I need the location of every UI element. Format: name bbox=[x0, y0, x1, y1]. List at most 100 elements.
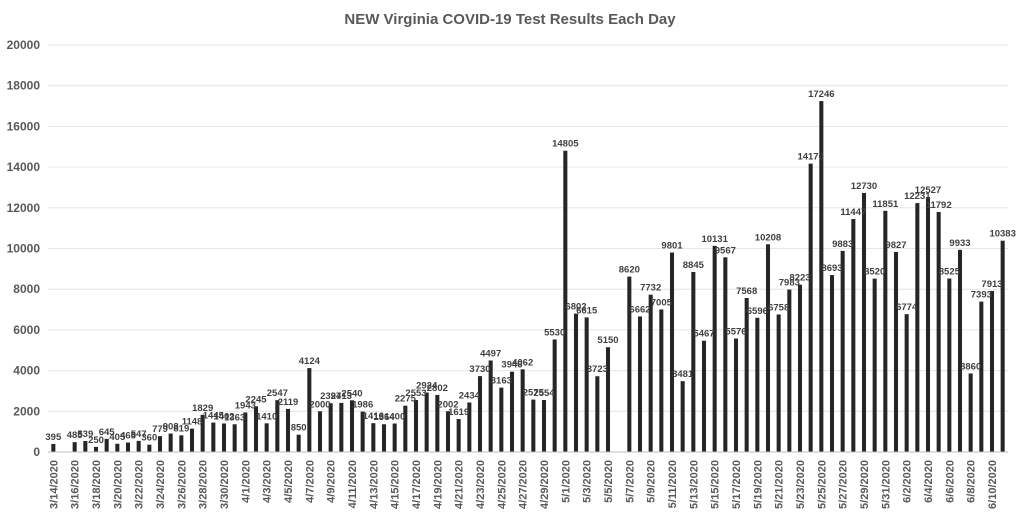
y-tick-label: 6000 bbox=[13, 323, 40, 337]
bar bbox=[168, 433, 173, 452]
x-tick-label: 6/10/2020 bbox=[987, 460, 999, 509]
bar bbox=[893, 252, 899, 452]
data-label: 3730 bbox=[469, 364, 490, 375]
data-label: 1364 bbox=[373, 412, 395, 423]
x-tick-label: 5/9/2020 bbox=[646, 460, 658, 503]
bar bbox=[328, 403, 333, 452]
x-tick-label: 4/27/2020 bbox=[518, 460, 530, 509]
data-label: 6774 bbox=[896, 302, 918, 313]
bar bbox=[691, 272, 696, 452]
data-label: 2924 bbox=[416, 380, 438, 391]
data-label: 11792 bbox=[926, 200, 952, 211]
x-tick-label: 5/5/2020 bbox=[603, 460, 615, 503]
data-label: 3481 bbox=[672, 369, 694, 380]
bar bbox=[552, 339, 557, 452]
x-tick-label: 3/26/2020 bbox=[176, 460, 188, 509]
bar bbox=[755, 317, 760, 452]
x-tick-label: 3/28/2020 bbox=[198, 460, 210, 509]
x-tick-label: 3/22/2020 bbox=[134, 460, 146, 509]
bar bbox=[712, 245, 717, 452]
bar bbox=[520, 369, 525, 452]
bar bbox=[275, 400, 280, 452]
x-tick-label: 4/9/2020 bbox=[326, 460, 338, 503]
data-label: 908 bbox=[163, 422, 179, 433]
x-tick-label: 5/19/2020 bbox=[752, 460, 764, 509]
bar bbox=[925, 197, 931, 452]
data-label: 2575 bbox=[523, 388, 545, 399]
x-tick-label: 5/29/2020 bbox=[859, 460, 871, 509]
data-label: 4497 bbox=[480, 348, 501, 359]
data-label: 8223 bbox=[789, 273, 810, 284]
data-label: 645 bbox=[99, 427, 116, 438]
data-label: 8845 bbox=[683, 260, 705, 271]
y-tick-label: 0 bbox=[33, 445, 40, 459]
data-label: 2000 bbox=[309, 399, 330, 410]
data-label: 360 bbox=[141, 433, 157, 444]
bar bbox=[51, 443, 56, 452]
y-tick-label: 10000 bbox=[7, 242, 41, 256]
data-label: 1829 bbox=[192, 403, 213, 414]
bar bbox=[317, 411, 323, 452]
bar bbox=[776, 314, 781, 452]
x-tick-label: 4/29/2020 bbox=[539, 460, 551, 509]
x-tick-label: 5/7/2020 bbox=[624, 460, 636, 503]
bar bbox=[819, 101, 824, 453]
data-label: 12231 bbox=[904, 191, 931, 202]
data-label: 7983 bbox=[779, 278, 800, 289]
bar bbox=[307, 368, 312, 452]
x-tick-label: 6/4/2020 bbox=[923, 460, 935, 503]
data-label: 8525 bbox=[939, 267, 961, 278]
x-tick-label: 5/3/2020 bbox=[582, 460, 594, 503]
bar bbox=[413, 400, 419, 452]
data-label: 12527 bbox=[915, 185, 941, 196]
bar bbox=[509, 371, 515, 452]
x-axis-ticks: 3/14/2020 3/16/2020 3/18/2020 3/20/2020 3/22… bbox=[48, 460, 999, 509]
bar bbox=[232, 424, 237, 452]
bar bbox=[147, 444, 152, 452]
bar bbox=[595, 376, 600, 452]
data-label: 2434 bbox=[459, 390, 481, 401]
data-label: 7568 bbox=[736, 286, 757, 297]
bar bbox=[627, 276, 632, 452]
bar bbox=[637, 316, 643, 452]
y-axis-ticks: 0 2000 4000 6000 8000 10000 12000 14000 16000 180… bbox=[7, 38, 41, 459]
data-label: 8620 bbox=[619, 265, 640, 276]
data-label: 1943 bbox=[235, 400, 256, 411]
bar bbox=[435, 394, 440, 452]
data-label: 2802 bbox=[427, 383, 448, 394]
data-label: 405 bbox=[109, 432, 126, 443]
data-label: 1148 bbox=[182, 417, 203, 428]
data-label: 8520 bbox=[864, 267, 885, 278]
bar bbox=[403, 405, 408, 452]
x-tick-label: 5/17/2020 bbox=[731, 460, 743, 509]
data-label: 539 bbox=[77, 429, 93, 440]
x-tick-label: 3/24/2020 bbox=[155, 460, 167, 509]
data-label: 2002 bbox=[437, 399, 458, 410]
data-label: 395 bbox=[45, 432, 62, 443]
data-label: 6662 bbox=[629, 304, 650, 315]
x-tick-label: 4/17/2020 bbox=[411, 460, 423, 509]
bar bbox=[211, 422, 216, 452]
bar bbox=[83, 441, 88, 452]
data-label: 547 bbox=[131, 429, 147, 440]
data-label: 1416 bbox=[363, 411, 384, 422]
x-tick-label: 6/6/2020 bbox=[944, 460, 956, 503]
bar bbox=[157, 436, 163, 452]
bar bbox=[115, 443, 120, 452]
bar bbox=[392, 423, 397, 452]
y-tick-label: 4000 bbox=[13, 364, 40, 378]
data-label: 3946 bbox=[501, 360, 522, 371]
data-label: 485 bbox=[67, 430, 84, 441]
data-label: 1445 bbox=[203, 411, 225, 422]
data-label: 3860 bbox=[960, 361, 981, 372]
bar bbox=[723, 257, 728, 452]
bar bbox=[456, 419, 461, 452]
chart-title: NEW Virginia COVID-19 Test Results Each … bbox=[344, 11, 676, 28]
bar bbox=[872, 278, 877, 452]
data-label: 2245 bbox=[245, 394, 267, 405]
x-tick-label: 4/21/2020 bbox=[454, 460, 466, 509]
data-label: 3723 bbox=[587, 364, 608, 375]
data-label: 10383 bbox=[989, 229, 1015, 240]
